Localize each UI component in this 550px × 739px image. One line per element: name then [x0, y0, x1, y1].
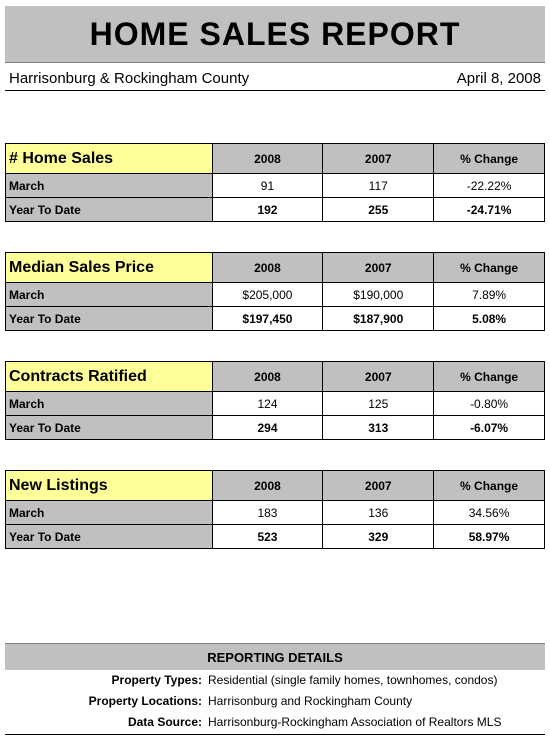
cell-change: 34.56% [433, 500, 545, 525]
cell-change: -22.22% [433, 173, 545, 198]
report-title: HOME SALES REPORT [89, 15, 461, 52]
row-label: Year To Date [5, 524, 213, 549]
report-location: Harrisonburg & Rockingham County [9, 69, 250, 87]
cell-2007: $190,000 [322, 282, 435, 307]
row-label: Year To Date [5, 306, 213, 331]
report-subheader: Harrisonburg & Rockingham County April 8… [5, 66, 545, 91]
cell-2008: $205,000 [211, 282, 324, 307]
home-sales-table: # Home Sales 2008 2007 % Change March 91… [5, 143, 545, 222]
row-label: March [5, 391, 213, 416]
table-row: March 183 136 34.56% [5, 500, 545, 525]
reporting-details-title: REPORTING DETAILS [207, 649, 343, 665]
column-header-2008: 2008 [211, 470, 324, 501]
detail-key: Property Locations: [88, 694, 202, 708]
column-header-2008: 2008 [211, 143, 324, 174]
cell-2007: $187,900 [322, 306, 435, 331]
cell-2008: 91 [211, 173, 324, 198]
cell-change: 7.89% [433, 282, 545, 307]
cell-change: -0.80% [433, 391, 545, 416]
column-header-change: % Change [433, 470, 545, 501]
row-label: Year To Date [5, 197, 213, 222]
table-header-row: # Home Sales 2008 2007 % Change [5, 143, 545, 174]
reporting-details-heading: REPORTING DETAILS [5, 643, 545, 670]
table-row: Year To Date 523 329 58.97% [5, 524, 545, 549]
table-row: March 124 125 -0.80% [5, 391, 545, 416]
cell-2008: 192 [211, 197, 324, 222]
cell-2008: $197,450 [211, 306, 324, 331]
column-header-change: % Change [433, 361, 545, 392]
row-label: March [5, 173, 213, 198]
contracts-ratified-table: Contracts Ratified 2008 2007 % Change Ma… [5, 361, 545, 440]
cell-2007: 117 [322, 173, 435, 198]
column-header-change: % Change [433, 143, 545, 174]
new-listings-table: New Listings 2008 2007 % Change March 18… [5, 470, 545, 549]
column-header-2007: 2007 [322, 143, 435, 174]
column-header-2007: 2007 [322, 470, 435, 501]
column-header-2008: 2008 [211, 252, 324, 283]
detail-row-property-locations: Property Locations: Harrisonburg and Roc… [5, 694, 545, 712]
table-header-row: Median Sales Price 2008 2007 % Change [5, 252, 545, 283]
detail-row-property-types: Property Types: Residential (single fami… [5, 673, 545, 691]
row-label: Year To Date [5, 415, 213, 440]
cell-2007: 329 [322, 524, 435, 549]
cell-2007: 313 [322, 415, 435, 440]
cell-2008: 124 [211, 391, 324, 416]
column-header-change: % Change [433, 252, 545, 283]
table-row: March 91 117 -22.22% [5, 173, 545, 198]
cell-change: -24.71% [433, 197, 545, 222]
row-label: March [5, 500, 213, 525]
cell-2007: 125 [322, 391, 435, 416]
detail-key: Data Source: [127, 715, 202, 729]
detail-value: Harrisonburg and Rockingham County [208, 694, 413, 708]
section-heading: # Home Sales [5, 143, 213, 174]
section-heading: Median Sales Price [5, 252, 213, 283]
cell-2008: 294 [211, 415, 324, 440]
cell-change: -6.07% [433, 415, 545, 440]
column-header-2007: 2007 [322, 252, 435, 283]
report-date: April 8, 2008 [456, 69, 541, 87]
cell-2007: 136 [322, 500, 435, 525]
section-heading: New Listings [5, 470, 213, 501]
table-header-row: Contracts Ratified 2008 2007 % Change [5, 361, 545, 392]
column-header-2007: 2007 [322, 361, 435, 392]
cell-2008: 183 [211, 500, 324, 525]
section-heading: Contracts Ratified [5, 361, 213, 392]
detail-value: Harrisonburg-Rockingham Association of R… [208, 715, 502, 729]
detail-key: Property Types: [111, 673, 202, 687]
table-row: Year To Date $197,450 $187,900 5.08% [5, 306, 545, 331]
cell-change: 58.97% [433, 524, 545, 549]
report-title-bar: HOME SALES REPORT [5, 6, 545, 63]
row-label: March [5, 282, 213, 307]
cell-2007: 255 [322, 197, 435, 222]
column-header-2008: 2008 [211, 361, 324, 392]
median-price-table: Median Sales Price 2008 2007 % Change Ma… [5, 252, 545, 331]
cell-change: 5.08% [433, 306, 545, 331]
table-row: Year To Date 294 313 -6.07% [5, 415, 545, 440]
table-header-row: New Listings 2008 2007 % Change [5, 470, 545, 501]
table-row: Year To Date 192 255 -24.71% [5, 197, 545, 222]
detail-value: Residential (single family homes, townho… [208, 673, 498, 687]
bottom-divider [5, 734, 545, 735]
table-row: March $205,000 $190,000 7.89% [5, 282, 545, 307]
cell-2008: 523 [211, 524, 324, 549]
detail-row-data-source: Data Source: Harrisonburg-Rockingham Ass… [5, 715, 545, 733]
